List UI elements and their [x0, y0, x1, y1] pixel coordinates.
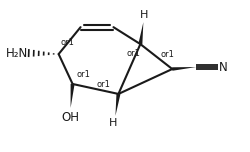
Text: or1: or1 [61, 38, 74, 47]
Text: H₂N: H₂N [6, 47, 28, 60]
Polygon shape [70, 84, 74, 108]
Text: or1: or1 [76, 70, 90, 79]
Text: H: H [109, 118, 118, 128]
Text: OH: OH [62, 111, 80, 124]
Text: or1: or1 [160, 50, 174, 59]
Polygon shape [172, 67, 196, 71]
Text: or1: or1 [126, 49, 140, 58]
Text: N: N [219, 60, 228, 74]
Polygon shape [138, 22, 143, 44]
Text: or1: or1 [96, 80, 110, 89]
Text: H: H [140, 10, 148, 20]
Polygon shape [116, 94, 120, 116]
